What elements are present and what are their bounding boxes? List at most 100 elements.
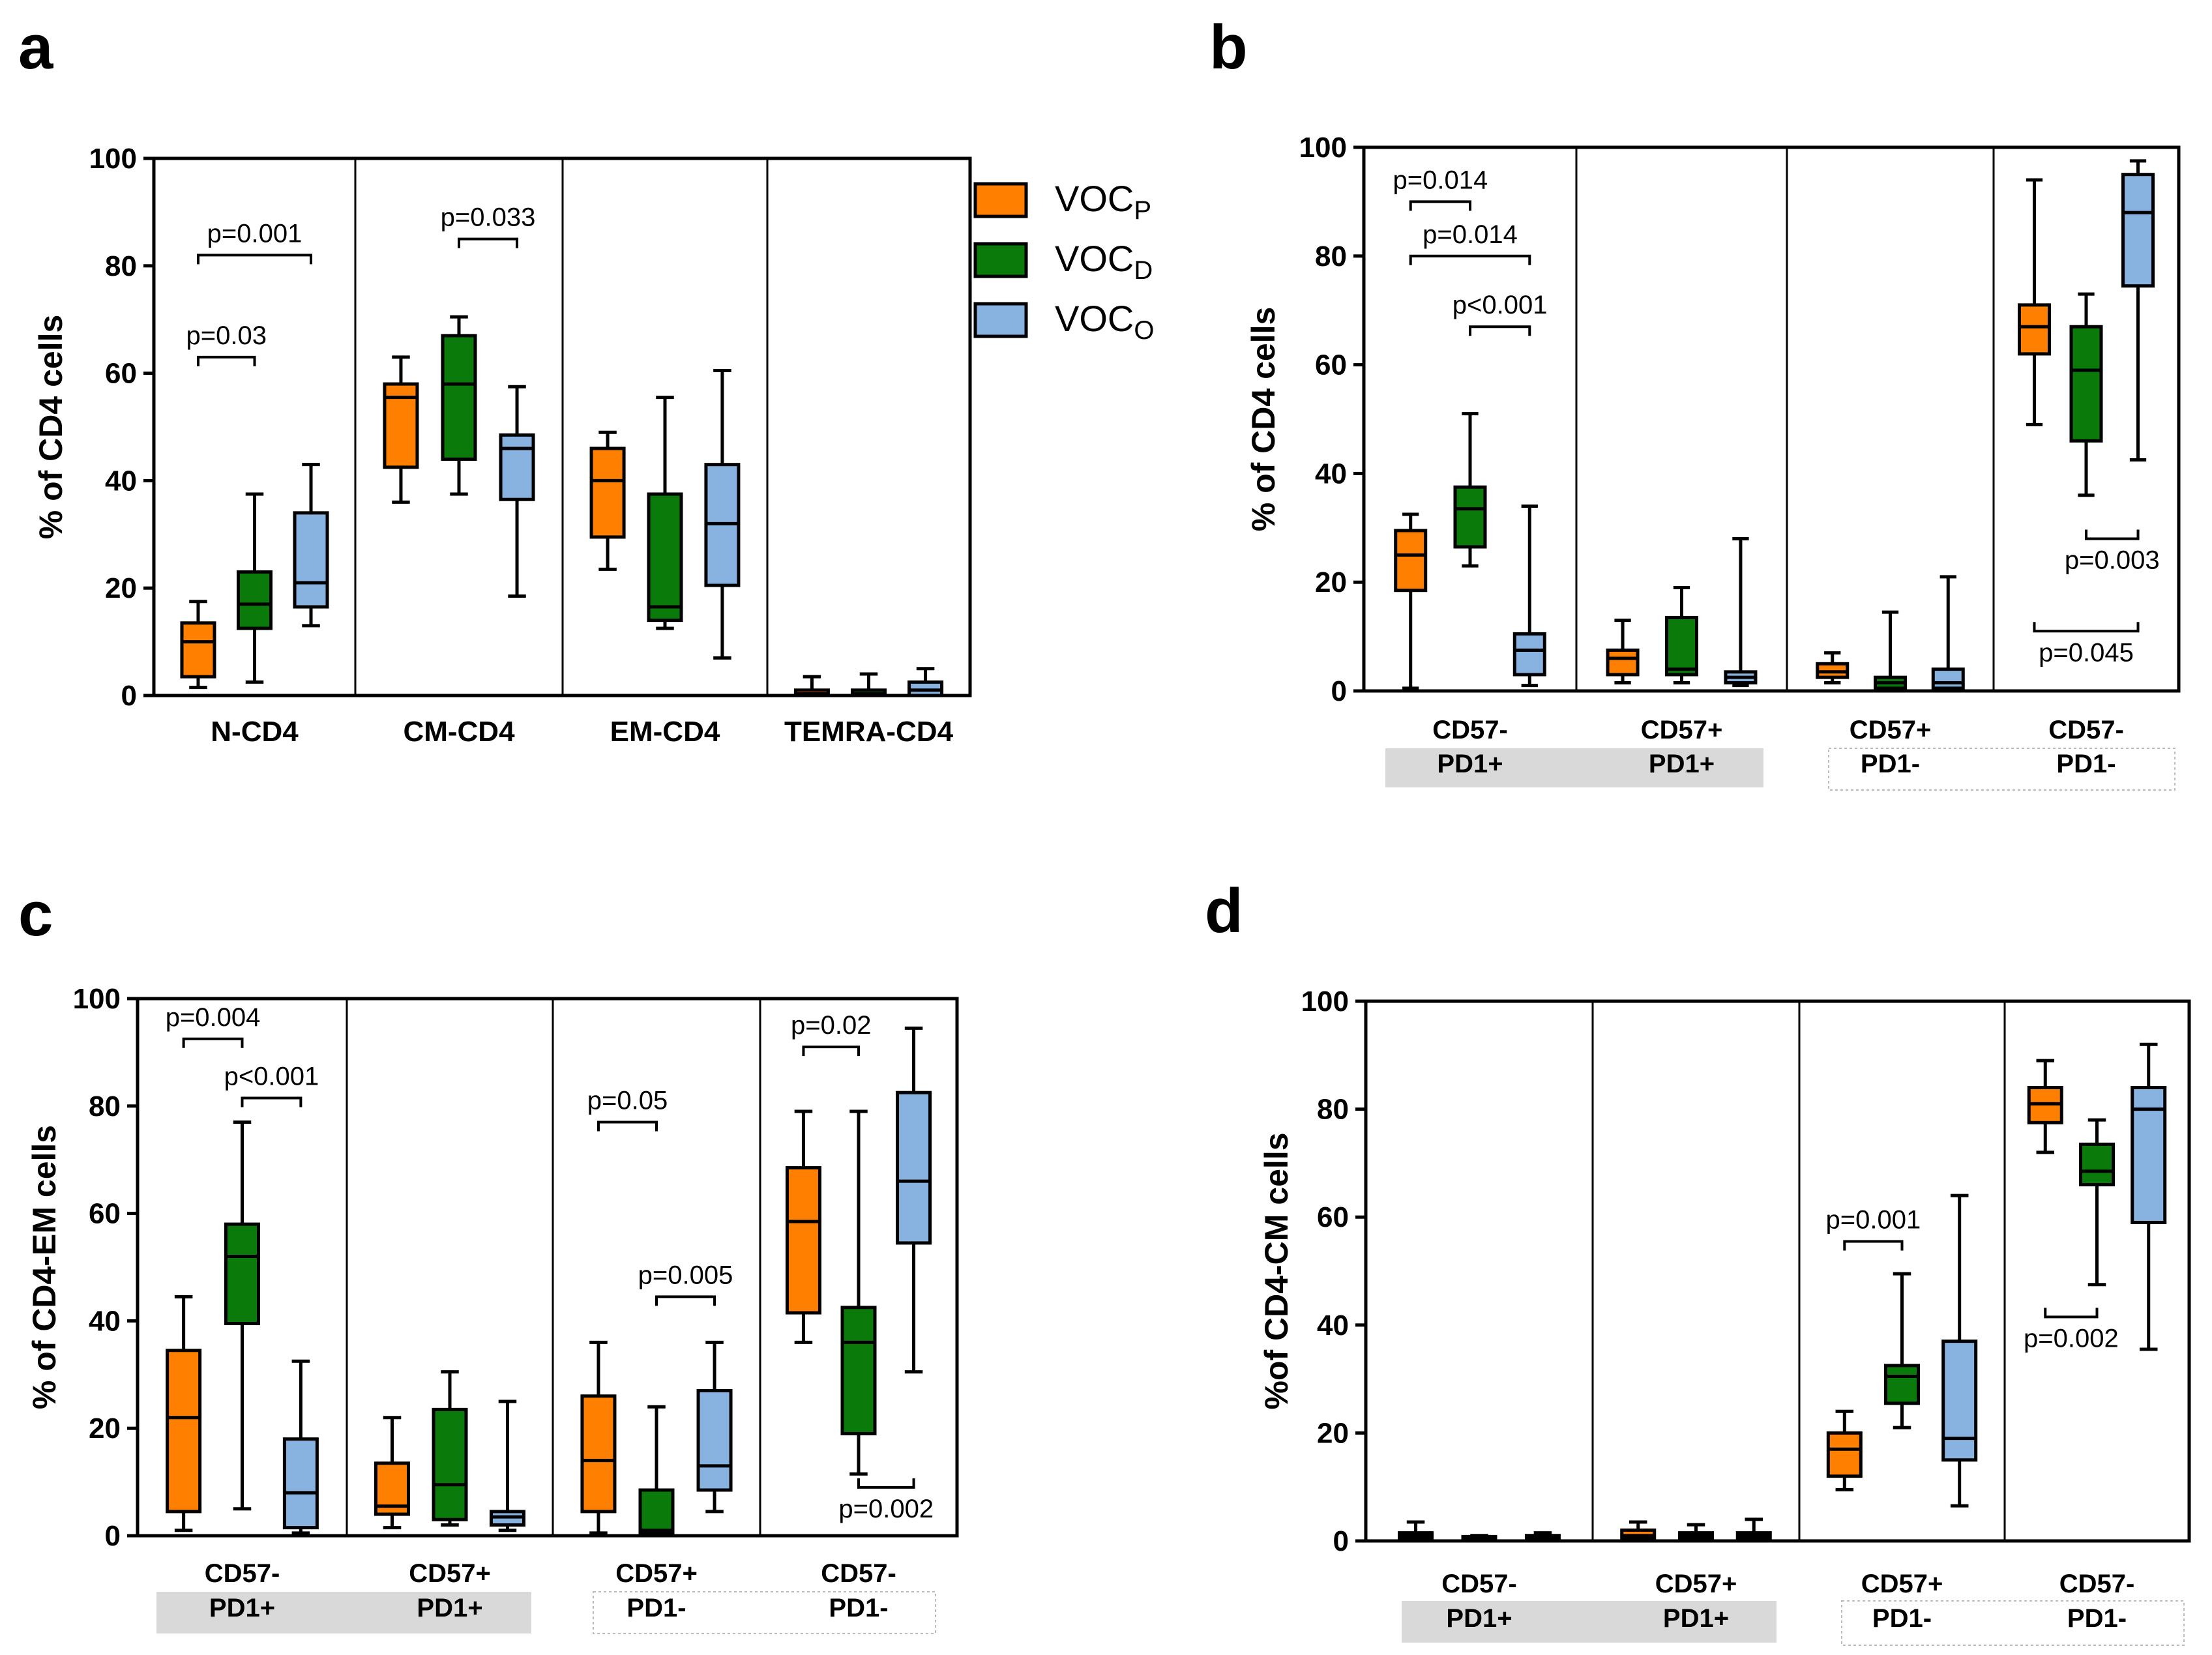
pvalue-label: p=0.004 (166, 1003, 261, 1032)
pvalue-label: p=0.002 (838, 1495, 934, 1523)
category-dashed-box (1841, 1600, 2185, 1646)
category-label-line1: CD57+ (409, 1559, 491, 1588)
y-tick-label: 100 (1301, 986, 1349, 1018)
y-tick-label: 20 (89, 1413, 121, 1444)
pvalue-label: p=0.05 (587, 1087, 668, 1115)
category-label: EM-CD4 (610, 716, 720, 748)
box-VOCP (785, 1166, 821, 1315)
y-tick-label: 0 (121, 680, 137, 712)
category-label-line1: CD57- (2048, 716, 2124, 744)
category-label-line1: CD57- (2059, 1570, 2135, 1598)
pvalue-label: p=0.045 (2039, 638, 2134, 667)
pvalue-label: p=0.014 (1393, 166, 1488, 194)
pvalue-label: p=0.001 (207, 219, 302, 248)
pvalue-bracket (241, 1096, 302, 1107)
category-label: TEMRA-CD4 (784, 716, 954, 748)
box-VOCD (840, 1306, 877, 1435)
box-VOCP (2017, 303, 2051, 356)
y-tick-label: 20 (1317, 1417, 1349, 1449)
box-VOCP (589, 447, 626, 539)
box-VOCD (1665, 615, 1698, 677)
y-tick-label: 80 (105, 250, 137, 282)
pvalue-label: p=0.02 (791, 1011, 871, 1040)
y-tick-label: 60 (1317, 1201, 1349, 1233)
panel-letter-c: c (18, 879, 53, 949)
legend-label-VOCP: VOCP (1055, 178, 1151, 225)
pvalue-label: p=0.014 (1423, 220, 1518, 249)
y-tick-label: 100 (1299, 132, 1347, 164)
pvalue-bracket (1409, 254, 1531, 265)
y-tick-label: 0 (105, 1520, 121, 1552)
box-VOCO (1512, 632, 1546, 677)
box-VOCD (647, 492, 683, 622)
pvalue-bracket (655, 1295, 716, 1306)
pvalue-label: p=0.005 (638, 1261, 733, 1289)
pvalue-bracket (458, 237, 519, 248)
category-label-line2: PD1- (829, 1594, 888, 1622)
box-VOCD (441, 334, 477, 461)
category-label-line1: CD57- (1441, 1570, 1517, 1598)
pvalue-bracket (2033, 622, 2140, 633)
chart-b: 0 20 40 60 80 100 % of CD4 cells CD57- PD1+ CD57+… (1245, 132, 2181, 791)
legend-swatch-VOCO (973, 302, 1028, 338)
category-label-line2: PD1- (2067, 1604, 2127, 1633)
chart-d: 0 20 40 60 80 100 %of CD4-CM cells CD57- PD1+ CD5… (1258, 986, 2191, 1646)
legend-label-VOCO: VOCO (1055, 298, 1154, 345)
category-label-line1: CD57+ (1655, 1570, 1737, 1598)
box-VOCO (696, 1389, 733, 1492)
y-axis-label: % of CD4 cells (1245, 307, 1282, 532)
box-VOCP (180, 621, 216, 679)
pvalue-bracket (857, 1478, 915, 1489)
panel-letter-a: a (18, 12, 53, 82)
box-VOCO (282, 1437, 319, 1530)
pvalue-bracket (1409, 200, 1471, 211)
category-label-line2: PD1- (1861, 750, 1920, 778)
panel-letter-d: d (1205, 876, 1243, 946)
legend-swatch-VOCD (973, 242, 1028, 278)
box-VOCP (1826, 1431, 1863, 1478)
y-axis-label: % of CD4 cells (33, 315, 69, 540)
y-tick-label: 60 (89, 1198, 121, 1230)
y-tick-label: 80 (89, 1091, 121, 1122)
pvalue-bracket (182, 1037, 244, 1048)
box-VOCP (580, 1394, 617, 1514)
pvalue-bracket (1843, 1240, 1904, 1251)
box-VOCD (237, 570, 273, 630)
category-label-line1: CD57+ (615, 1559, 698, 1588)
box-VOCD (1884, 1364, 1920, 1405)
box-VOCD (1453, 485, 1487, 549)
pvalue-bracket (802, 1046, 860, 1057)
box-VOCO (1931, 667, 1965, 690)
category-dashed-box (593, 1591, 936, 1634)
category-label: CM-CD4 (403, 716, 515, 748)
panel-letter-b: b (1209, 12, 1248, 82)
pvalue-label: p=0.003 (2065, 546, 2160, 574)
box-VOCD (638, 1488, 675, 1535)
y-tick-label: 60 (105, 358, 137, 390)
category-label-line2: PD1- (627, 1594, 686, 1622)
legend-label-VOCD: VOCD (1055, 238, 1153, 285)
chart-c: 0 20 40 60 80 100 % of CD4-EM cells CD57- PD1+ CD… (26, 983, 959, 1634)
pvalue-bracket (2044, 1308, 2099, 1319)
pvalue-label: p=0.03 (186, 321, 267, 350)
category-label-line2: PD1- (2056, 750, 2116, 778)
box-VOCP (1394, 529, 1428, 593)
y-tick-label: 40 (1315, 458, 1347, 490)
category-label-line2: PD1+ (1446, 1604, 1512, 1633)
y-tick-label: 40 (89, 1305, 121, 1337)
legend: VOCP VOCD VOCO (973, 178, 1154, 345)
pvalue-label: p<0.001 (1453, 291, 1548, 319)
box-VOCD (432, 1407, 468, 1521)
pvalue-label: p=0.033 (441, 203, 536, 232)
category-label-line1: CD57+ (1641, 716, 1723, 744)
pvalue-bracket (196, 355, 256, 366)
y-axis-label: %of CD4-CM cells (1258, 1132, 1295, 1409)
y-axis-label: % of CD4-EM cells (26, 1125, 63, 1409)
y-tick-label: 100 (73, 983, 121, 1015)
y-tick-label: 20 (105, 572, 137, 604)
pvalue-label: p=0.001 (1826, 1205, 1921, 1234)
box-VOCP (1606, 648, 1640, 677)
y-tick-label: 60 (1315, 349, 1347, 381)
category-shade-box (156, 1592, 531, 1633)
